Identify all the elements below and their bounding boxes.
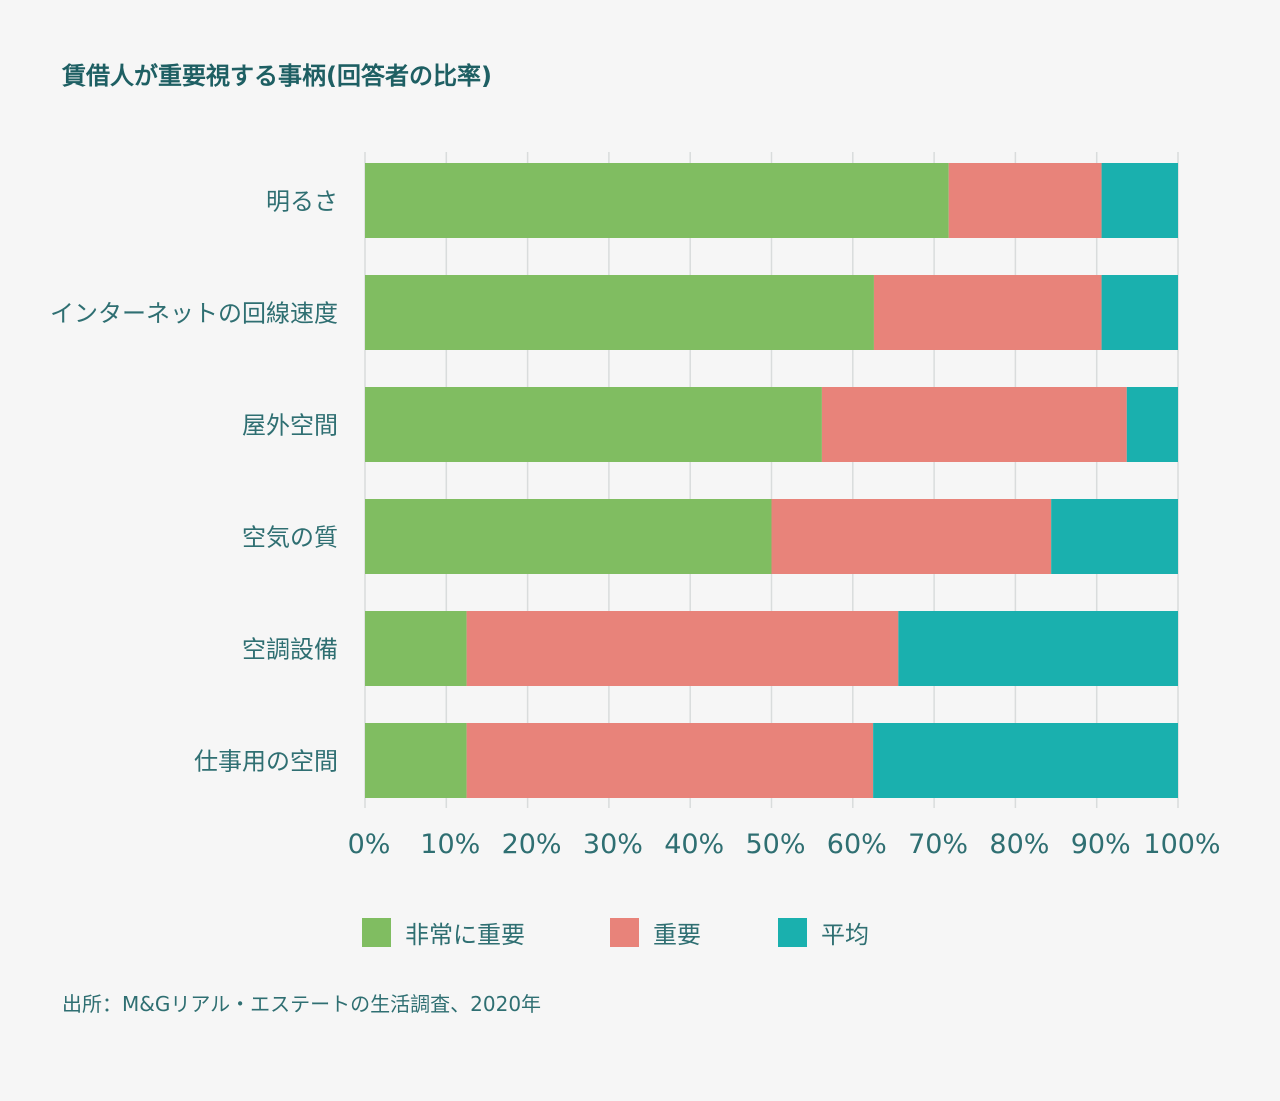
category-label: 屋外空間 (242, 412, 338, 440)
bar-segment (821, 387, 1127, 462)
legend-label: 非常に重要 (405, 921, 525, 949)
x-tick-label: 0% (348, 829, 391, 860)
x-tick-label: 30% (583, 829, 643, 860)
bar-segment (365, 723, 467, 798)
x-tick-label: 100% (1143, 829, 1220, 860)
bar-segment (365, 275, 874, 350)
bar-segment (873, 723, 1178, 798)
category-label: 空気の質 (242, 524, 338, 552)
x-tick-label: 60% (827, 829, 887, 860)
legend-swatch (362, 918, 391, 947)
bar-segment (1101, 275, 1178, 350)
bar-segment (948, 163, 1102, 238)
bar-segment (1101, 163, 1178, 238)
x-tick-label: 40% (664, 829, 724, 860)
legend: 非常に重要 重要 平均 (362, 918, 869, 949)
category-label: インターネットの回線速度 (50, 300, 338, 328)
x-tick-label: 20% (502, 829, 562, 860)
x-tick-label: 10% (420, 829, 480, 860)
x-tick-label: 90% (1071, 829, 1131, 860)
legend-swatch (610, 918, 639, 947)
category-label: 仕事用の空間 (194, 748, 338, 776)
legend-label: 平均 (821, 921, 869, 949)
chart-title: 賃借人が重要視する事柄(回答者の比率) (62, 62, 492, 90)
legend-label: 重要 (653, 921, 701, 949)
category-label: 空調設備 (242, 636, 338, 664)
category-label: 明るさ (266, 188, 338, 216)
bar-segment (365, 163, 949, 238)
bar-segment (898, 611, 1178, 686)
bar-segment (466, 723, 874, 798)
bar-segment (466, 611, 899, 686)
x-axis-tick-labels: 0% 10% 20% 30% 40% 50% 60% 70% 80% 90% 100% (348, 829, 1221, 860)
bar-segment (771, 499, 1052, 574)
legend-swatch (778, 918, 807, 947)
bar-segment (1126, 387, 1178, 462)
x-tick-label: 70% (908, 829, 968, 860)
grid-lines (364, 152, 1179, 808)
bars (365, 163, 1178, 798)
source-note: 出所：M&Gリアル・エステートの生活調査、2020年 (62, 992, 542, 1016)
bar-segment (365, 611, 467, 686)
bar-segment (873, 275, 1102, 350)
bar-segment (365, 499, 772, 574)
bar-segment (1051, 499, 1178, 574)
bar-segment (365, 387, 822, 462)
x-tick-label: 50% (745, 829, 805, 860)
x-tick-label: 80% (989, 829, 1049, 860)
